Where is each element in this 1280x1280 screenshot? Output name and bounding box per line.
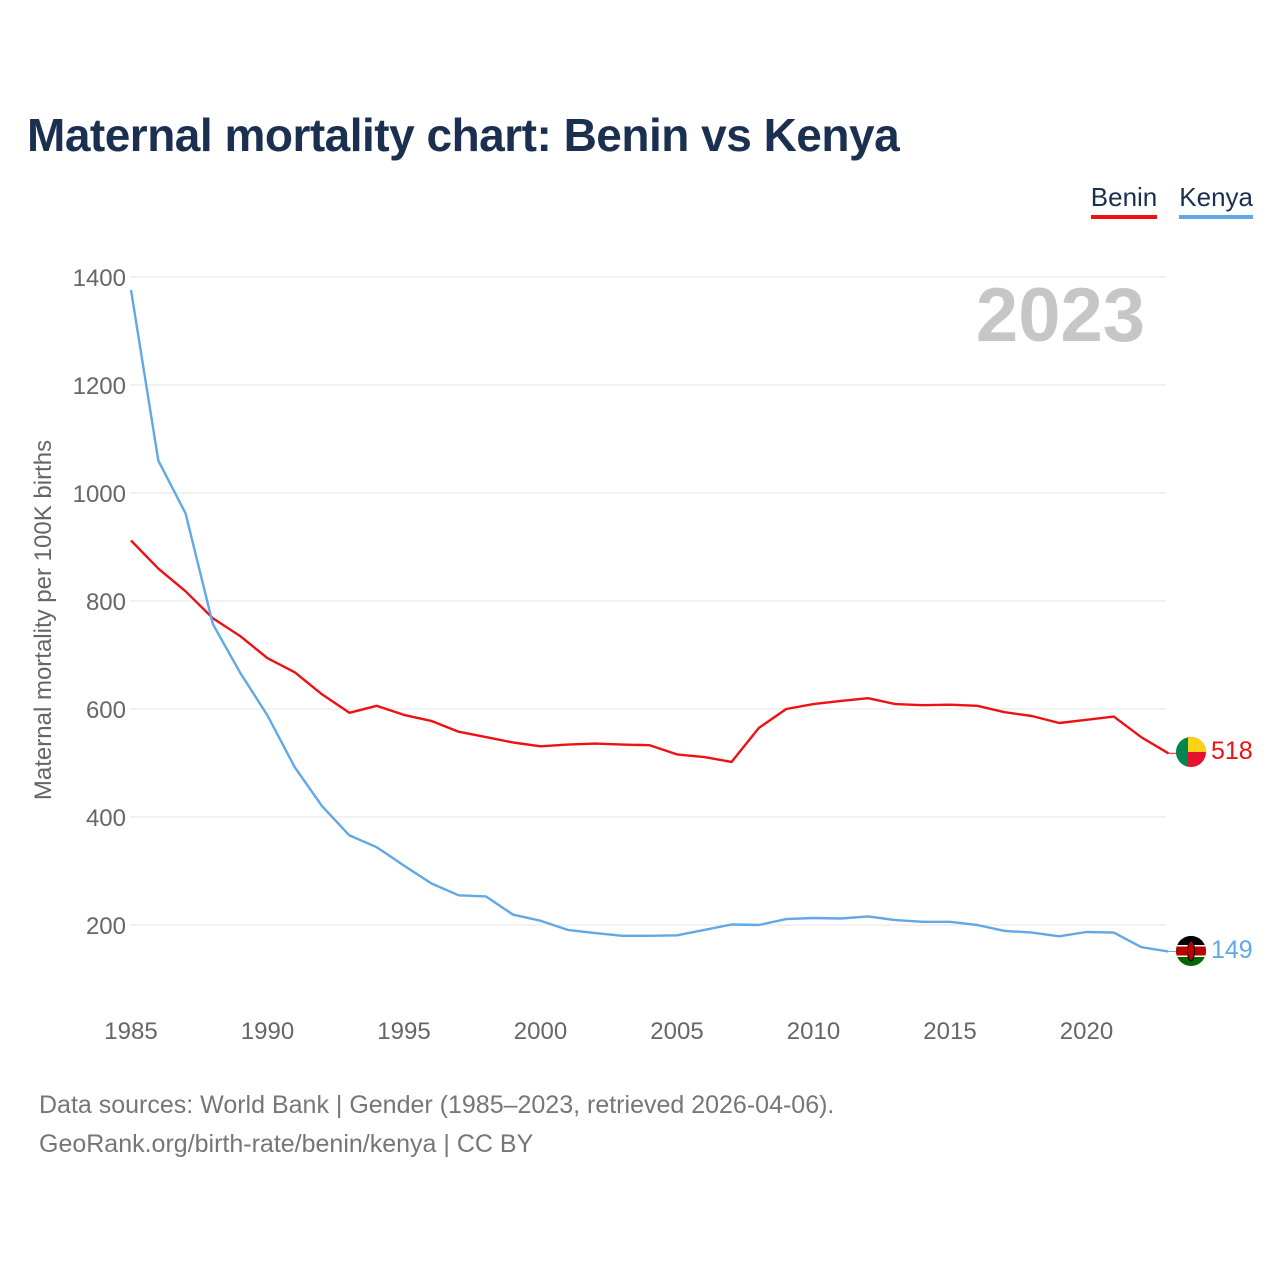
- benin-flag-icon: [1176, 737, 1206, 767]
- x-tick-label: 1995: [377, 1018, 430, 1045]
- x-tick-label: 2005: [650, 1018, 703, 1045]
- y-tick-label: 1200: [73, 373, 126, 400]
- year-watermark: 2023: [976, 273, 1145, 358]
- x-tick-label: 1990: [241, 1018, 294, 1045]
- x-tick-label: 2020: [1060, 1018, 1113, 1045]
- y-tick-label: 1000: [73, 481, 126, 508]
- attribution-link[interactable]: GeoRank.org/birth-rate/benin/kenya | CC …: [39, 1130, 534, 1158]
- y-tick-label: 1400: [73, 265, 126, 292]
- y-tick-label: 200: [86, 913, 126, 940]
- x-tick-label: 1985: [104, 1018, 157, 1045]
- chart-title: Maternal mortality chart: Benin vs Kenya: [27, 109, 900, 161]
- y-tick-label: 400: [86, 805, 126, 832]
- kenya-flag-icon: [1176, 936, 1206, 966]
- legend-item-benin[interactable]: Benin: [1090, 182, 1158, 219]
- kenya-end-value: 149: [1211, 936, 1253, 964]
- x-tick-label: 2015: [923, 1018, 976, 1045]
- line-chart: 200 400 600 800 1000 1200 1400 1985 1990 1995 200…: [30, 265, 1253, 1045]
- x-tick-label: 2010: [787, 1018, 840, 1045]
- x-tick-label: 2000: [514, 1018, 567, 1045]
- legend-item-kenya[interactable]: Kenya: [1179, 182, 1253, 219]
- y-axis-label: Maternal mortality per 100K births: [30, 440, 57, 800]
- benin-end-value: 518: [1211, 737, 1253, 765]
- series-line-kenya[interactable]: [129, 289, 1169, 953]
- footer: Data sources: World Bank | Gender (1985–…: [39, 1086, 834, 1164]
- data-source-note: Data sources: World Bank | Gender (1985–…: [39, 1091, 835, 1119]
- y-tick-label: 600: [86, 697, 126, 724]
- legend: Benin Kenya: [1090, 182, 1253, 219]
- y-tick-label: 800: [86, 589, 126, 616]
- series-line-benin[interactable]: [130, 539, 1170, 764]
